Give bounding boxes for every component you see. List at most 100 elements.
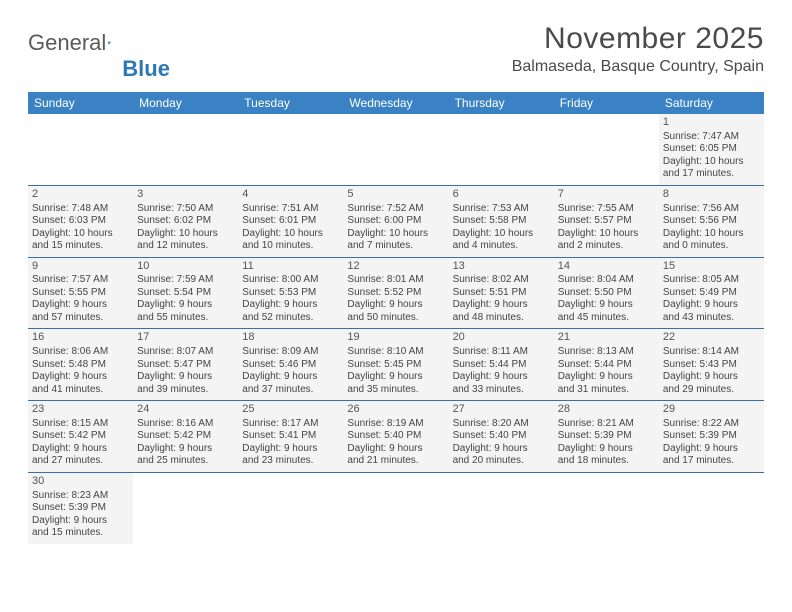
day1-text: Daylight: 9 hours xyxy=(242,443,339,456)
calendar-page: General November 2025 Balmaseda, Basque … xyxy=(0,0,792,544)
day1-text: Daylight: 10 hours xyxy=(663,228,760,241)
day1-text: Daylight: 9 hours xyxy=(347,299,444,312)
day-cell: 13Sunrise: 8:02 AMSunset: 5:51 PMDayligh… xyxy=(449,258,554,329)
day-cell: 21Sunrise: 8:13 AMSunset: 5:44 PMDayligh… xyxy=(554,329,659,400)
day-cell-blank xyxy=(449,473,554,544)
sunset-text: Sunset: 5:49 PM xyxy=(663,287,760,300)
day2-text: and 21 minutes. xyxy=(347,455,444,468)
day-cell-blank xyxy=(28,114,133,185)
day-cell: 17Sunrise: 8:07 AMSunset: 5:47 PMDayligh… xyxy=(133,329,238,400)
day2-text: and 37 minutes. xyxy=(242,384,339,397)
sunset-text: Sunset: 5:46 PM xyxy=(242,359,339,372)
sunrise-text: Sunrise: 8:10 AM xyxy=(347,346,444,359)
day-number: 26 xyxy=(347,403,444,417)
week-row: 30Sunrise: 8:23 AMSunset: 5:39 PMDayligh… xyxy=(28,473,764,544)
day-cell: 8Sunrise: 7:56 AMSunset: 5:56 PMDaylight… xyxy=(659,186,764,257)
day1-text: Daylight: 9 hours xyxy=(558,443,655,456)
day1-text: Daylight: 9 hours xyxy=(663,299,760,312)
day2-text: and 10 minutes. xyxy=(242,240,339,253)
day-cell: 4Sunrise: 7:51 AMSunset: 6:01 PMDaylight… xyxy=(238,186,343,257)
sunset-text: Sunset: 5:57 PM xyxy=(558,215,655,228)
day1-text: Daylight: 9 hours xyxy=(663,443,760,456)
day1-text: Daylight: 10 hours xyxy=(453,228,550,241)
day2-text: and 45 minutes. xyxy=(558,312,655,325)
day-number: 15 xyxy=(663,260,760,274)
sunrise-text: Sunrise: 8:01 AM xyxy=(347,274,444,287)
sunset-text: Sunset: 5:54 PM xyxy=(137,287,234,300)
day-cell: 1Sunrise: 7:47 AMSunset: 6:05 PMDaylight… xyxy=(659,114,764,185)
day2-text: and 50 minutes. xyxy=(347,312,444,325)
sunset-text: Sunset: 6:03 PM xyxy=(32,215,129,228)
weekday-header: Saturday xyxy=(659,92,764,114)
day2-text: and 48 minutes. xyxy=(453,312,550,325)
sunset-text: Sunset: 5:39 PM xyxy=(558,430,655,443)
day-number: 1 xyxy=(663,116,760,130)
day-number: 28 xyxy=(558,403,655,417)
sunrise-text: Sunrise: 7:57 AM xyxy=(32,274,129,287)
day-number: 19 xyxy=(347,331,444,345)
day1-text: Daylight: 9 hours xyxy=(32,515,129,528)
weeks-container: 1Sunrise: 7:47 AMSunset: 6:05 PMDaylight… xyxy=(28,114,764,544)
day-number: 5 xyxy=(347,188,444,202)
sunrise-text: Sunrise: 8:17 AM xyxy=(242,418,339,431)
day-cell: 27Sunrise: 8:20 AMSunset: 5:40 PMDayligh… xyxy=(449,401,554,472)
sunset-text: Sunset: 5:40 PM xyxy=(347,430,444,443)
sunset-text: Sunset: 5:42 PM xyxy=(137,430,234,443)
sunset-text: Sunset: 5:39 PM xyxy=(32,502,129,515)
day-cell: 30Sunrise: 8:23 AMSunset: 5:39 PMDayligh… xyxy=(28,473,133,544)
day2-text: and 31 minutes. xyxy=(558,384,655,397)
day-cell: 28Sunrise: 8:21 AMSunset: 5:39 PMDayligh… xyxy=(554,401,659,472)
sunset-text: Sunset: 6:00 PM xyxy=(347,215,444,228)
day2-text: and 29 minutes. xyxy=(663,384,760,397)
sunset-text: Sunset: 5:51 PM xyxy=(453,287,550,300)
logo-text-blue: Blue xyxy=(122,56,170,82)
day-cell: 3Sunrise: 7:50 AMSunset: 6:02 PMDaylight… xyxy=(133,186,238,257)
day1-text: Daylight: 9 hours xyxy=(347,371,444,384)
day-number: 22 xyxy=(663,331,760,345)
day-number: 16 xyxy=(32,331,129,345)
day-cell: 22Sunrise: 8:14 AMSunset: 5:43 PMDayligh… xyxy=(659,329,764,400)
weekday-header: Tuesday xyxy=(238,92,343,114)
day-number: 10 xyxy=(137,260,234,274)
weekday-header: Thursday xyxy=(449,92,554,114)
day-cell-blank xyxy=(238,473,343,544)
day2-text: and 15 minutes. xyxy=(32,240,129,253)
day1-text: Daylight: 9 hours xyxy=(137,371,234,384)
title-block: November 2025 Balmaseda, Basque Country,… xyxy=(512,22,764,76)
day-number: 13 xyxy=(453,260,550,274)
sunset-text: Sunset: 5:39 PM xyxy=(663,430,760,443)
sunrise-text: Sunrise: 8:11 AM xyxy=(453,346,550,359)
sunset-text: Sunset: 5:44 PM xyxy=(558,359,655,372)
day-cell: 23Sunrise: 8:15 AMSunset: 5:42 PMDayligh… xyxy=(28,401,133,472)
week-row: 16Sunrise: 8:06 AMSunset: 5:48 PMDayligh… xyxy=(28,329,764,401)
day-cell: 12Sunrise: 8:01 AMSunset: 5:52 PMDayligh… xyxy=(343,258,448,329)
sunset-text: Sunset: 5:42 PM xyxy=(32,430,129,443)
sunrise-text: Sunrise: 8:02 AM xyxy=(453,274,550,287)
flag-icon xyxy=(108,34,112,52)
sunset-text: Sunset: 5:52 PM xyxy=(347,287,444,300)
day2-text: and 27 minutes. xyxy=(32,455,129,468)
day-cell: 20Sunrise: 8:11 AMSunset: 5:44 PMDayligh… xyxy=(449,329,554,400)
sunrise-text: Sunrise: 8:07 AM xyxy=(137,346,234,359)
sunrise-text: Sunrise: 7:55 AM xyxy=(558,203,655,216)
day2-text: and 15 minutes. xyxy=(32,527,129,540)
sunrise-text: Sunrise: 8:05 AM xyxy=(663,274,760,287)
calendar-grid: Sunday Monday Tuesday Wednesday Thursday… xyxy=(28,92,764,544)
day-number: 4 xyxy=(242,188,339,202)
day1-text: Daylight: 9 hours xyxy=(137,299,234,312)
day-cell-blank xyxy=(343,473,448,544)
day-cell: 15Sunrise: 8:05 AMSunset: 5:49 PMDayligh… xyxy=(659,258,764,329)
sunrise-text: Sunrise: 7:48 AM xyxy=(32,203,129,216)
sunset-text: Sunset: 5:44 PM xyxy=(453,359,550,372)
day-cell-blank xyxy=(133,473,238,544)
day-cell-blank xyxy=(659,473,764,544)
sunrise-text: Sunrise: 8:09 AM xyxy=(242,346,339,359)
day-cell-blank xyxy=(343,114,448,185)
day-number: 7 xyxy=(558,188,655,202)
week-row: 1Sunrise: 7:47 AMSunset: 6:05 PMDaylight… xyxy=(28,114,764,186)
day-number: 6 xyxy=(453,188,550,202)
day-cell-blank xyxy=(238,114,343,185)
weekday-header: Friday xyxy=(554,92,659,114)
sunrise-text: Sunrise: 7:56 AM xyxy=(663,203,760,216)
day-number: 27 xyxy=(453,403,550,417)
